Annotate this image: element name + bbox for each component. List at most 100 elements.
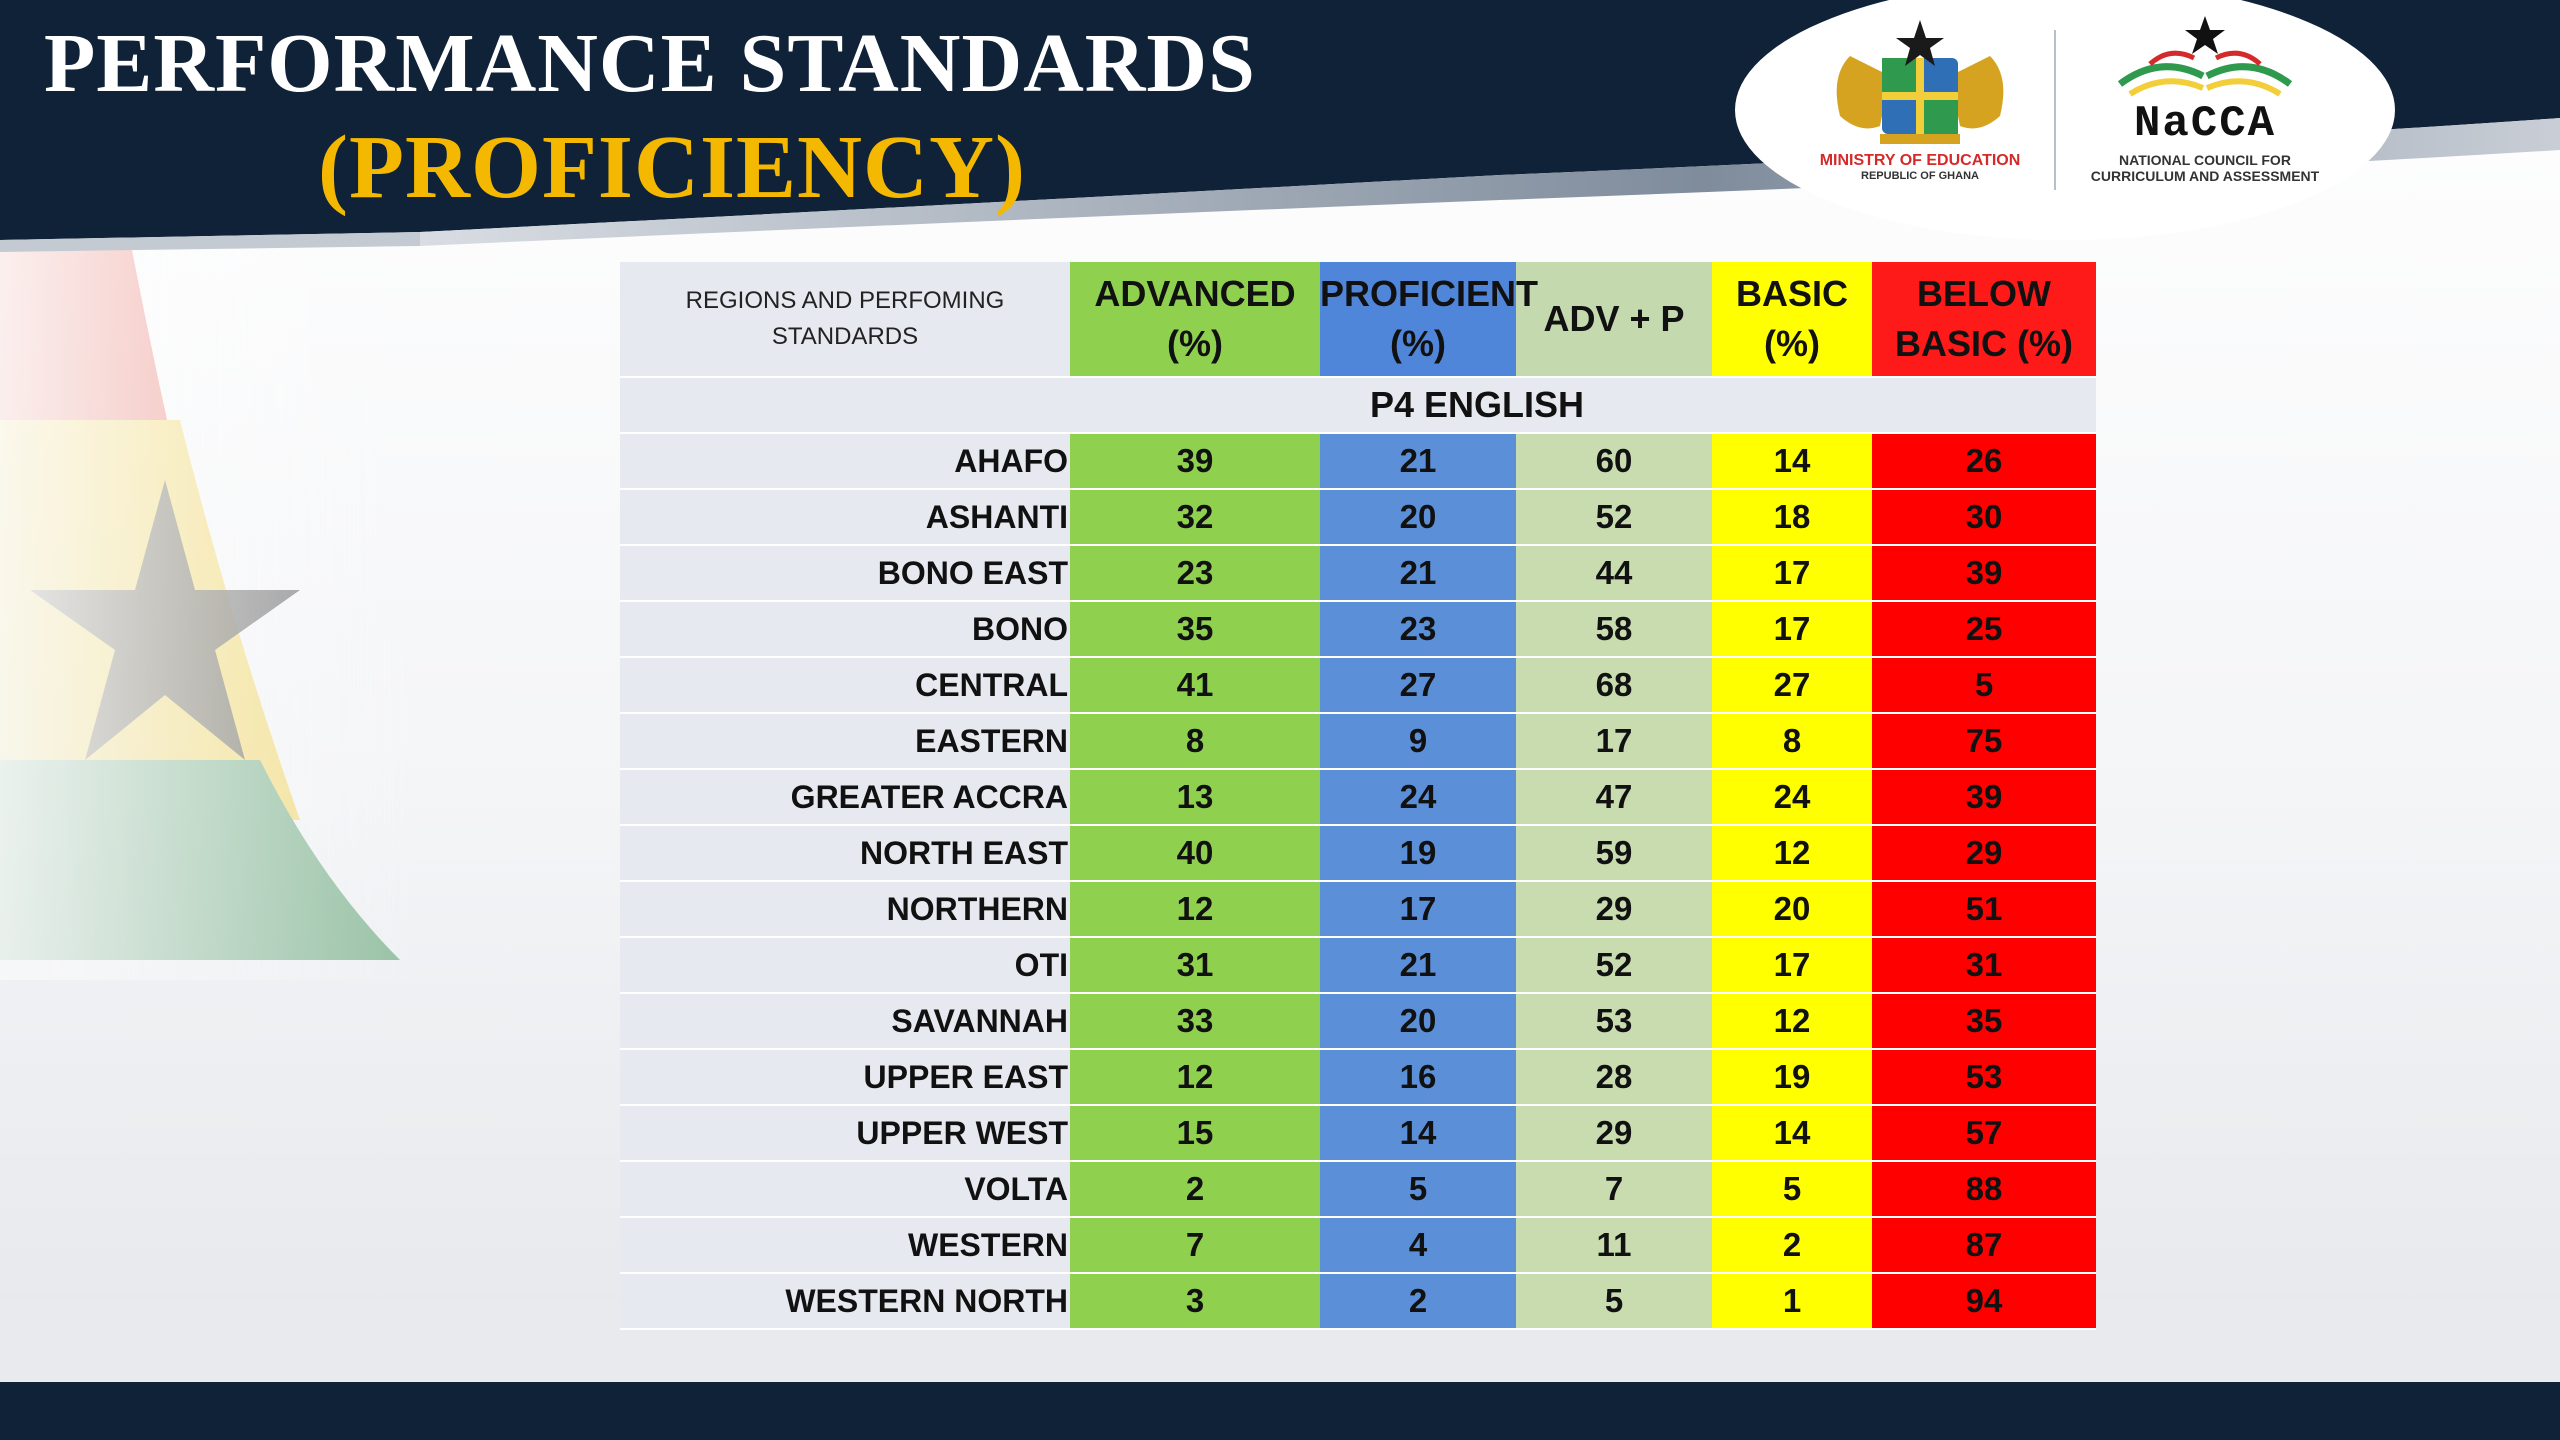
cell-advanced: 32 [1070, 489, 1320, 546]
cell-region: SAVANNAH [620, 993, 1070, 1050]
cell-below-basic: 30 [1872, 489, 2096, 546]
cell-advanced: 33 [1070, 993, 1320, 1050]
cell-region: UPPER EAST [620, 1049, 1070, 1106]
cell-adv-p: 60 [1516, 433, 1712, 490]
cell-adv-p: 52 [1516, 489, 1712, 546]
nacca-wordmark: NaCCA [2133, 99, 2277, 149]
header-basic: BASIC (%) [1712, 262, 1872, 378]
cell-proficient: 14 [1320, 1105, 1516, 1162]
subject-subheader-row: P4 ENGLISH [620, 377, 2096, 434]
cell-advanced: 40 [1070, 825, 1320, 882]
cell-advanced: 12 [1070, 881, 1320, 938]
cell-advanced: 31 [1070, 937, 1320, 994]
table-row: NORTHERN 12 17 29 20 51 [620, 881, 2096, 938]
header-proficient: PROFICIENT (%) [1320, 262, 1538, 378]
cell-region: ASHANTI [620, 489, 1070, 546]
cell-below-basic: 35 [1872, 993, 2096, 1050]
cell-region: NORTH EAST [620, 825, 1070, 882]
cell-adv-p: 52 [1516, 937, 1712, 994]
header-below-basic: BELOW BASIC (%) [1872, 262, 2096, 378]
ghana-coat-of-arms-icon [1836, 20, 2004, 144]
cell-advanced: 39 [1070, 433, 1320, 490]
cell-proficient: 19 [1320, 825, 1516, 882]
cell-adv-p: 58 [1516, 601, 1712, 658]
cell-advanced: 15 [1070, 1105, 1320, 1162]
table-header-row: REGIONS AND PERFOMING STANDARDS ADVANCED… [620, 262, 2096, 378]
cell-region: UPPER WEST [620, 1105, 1070, 1162]
table-row: WESTERN NORTH 3 2 5 1 94 [620, 1273, 2096, 1330]
page-title: PERFORMANCE STANDARDS [44, 17, 1256, 110]
nacca-caption: NATIONAL COUNCIL FOR CURRICULUM AND ASSE… [2090, 152, 2320, 184]
table-row: SAVANNAH 33 20 53 12 35 [620, 993, 2096, 1050]
cell-adv-p: 17 [1516, 713, 1712, 770]
cell-adv-p: 5 [1516, 1273, 1712, 1330]
table-row: WESTERN 7 4 11 2 87 [620, 1217, 2096, 1274]
cell-below-basic: 25 [1872, 601, 2096, 658]
cell-basic: 1 [1712, 1273, 1872, 1330]
footer-bar [0, 1382, 2560, 1440]
header-advanced: ADVANCED (%) [1070, 262, 1320, 378]
cell-adv-p: 11 [1516, 1217, 1712, 1274]
cell-region: BONO EAST [620, 545, 1070, 602]
cell-below-basic: 88 [1872, 1161, 2096, 1218]
header-region: REGIONS AND PERFOMING STANDARDS [620, 262, 1070, 378]
cell-below-basic: 39 [1872, 769, 2096, 826]
cell-below-basic: 5 [1872, 657, 2096, 714]
table-row: ASHANTI 32 20 52 18 30 [620, 489, 2096, 546]
cell-proficient: 4 [1320, 1217, 1516, 1274]
cell-below-basic: 26 [1872, 433, 2096, 490]
cell-below-basic: 39 [1872, 545, 2096, 602]
cell-basic: 14 [1712, 433, 1872, 490]
table-row: NORTH EAST 40 19 59 12 29 [620, 825, 2096, 882]
cell-adv-p: 47 [1516, 769, 1712, 826]
cell-adv-p: 7 [1516, 1161, 1712, 1218]
moe-caption: MINISTRY OF EDUCATION [1819, 152, 2021, 169]
cell-adv-p: 29 [1516, 1105, 1712, 1162]
cell-proficient: 27 [1320, 657, 1516, 714]
table-row: OTI 31 21 52 17 31 [620, 937, 2096, 994]
cell-below-basic: 51 [1872, 881, 2096, 938]
cell-below-basic: 29 [1872, 825, 2096, 882]
table-row: BONO EAST 23 21 44 17 39 [620, 545, 2096, 602]
cell-adv-p: 68 [1516, 657, 1712, 714]
cell-proficient: 20 [1320, 993, 1516, 1050]
ghana-flag-watermark [0, 240, 420, 980]
logo-divider [2054, 30, 2056, 190]
cell-basic: 17 [1712, 601, 1872, 658]
cell-region: EASTERN [620, 713, 1070, 770]
cell-below-basic: 94 [1872, 1273, 2096, 1330]
cell-proficient: 20 [1320, 489, 1516, 546]
cell-advanced: 41 [1070, 657, 1320, 714]
table-row: BONO 35 23 58 17 25 [620, 601, 2096, 658]
table-row: VOLTA 2 5 7 5 88 [620, 1161, 2096, 1218]
cell-proficient: 21 [1320, 937, 1516, 994]
page-subtitle: (PROFICIENCY) [318, 118, 1026, 217]
nacca-open-book-star-icon [2117, 16, 2293, 97]
moe-subcaption: REPUBLIC OF GHANA [1861, 170, 1979, 182]
cell-region: BONO [620, 601, 1070, 658]
cell-basic: 17 [1712, 545, 1872, 602]
cell-basic: 24 [1712, 769, 1872, 826]
cell-basic: 12 [1712, 993, 1872, 1050]
cell-below-basic: 57 [1872, 1105, 2096, 1162]
cell-proficient: 21 [1320, 433, 1516, 490]
cell-advanced: 7 [1070, 1217, 1320, 1274]
cell-region: AHAFO [620, 433, 1070, 490]
cell-adv-p: 44 [1516, 545, 1712, 602]
cell-advanced: 8 [1070, 713, 1320, 770]
table-row: GREATER ACCRA 13 24 47 24 39 [620, 769, 2096, 826]
cell-region: VOLTA [620, 1161, 1070, 1218]
cell-basic: 2 [1712, 1217, 1872, 1274]
cell-basic: 19 [1712, 1049, 1872, 1106]
cell-adv-p: 59 [1516, 825, 1712, 882]
cell-proficient: 21 [1320, 545, 1516, 602]
table-row: CENTRAL 41 27 68 27 5 [620, 657, 2096, 714]
cell-adv-p: 28 [1516, 1049, 1712, 1106]
cell-advanced: 2 [1070, 1161, 1320, 1218]
table-row: UPPER EAST 12 16 28 19 53 [620, 1049, 2096, 1106]
subject-subheader: P4 ENGLISH [1070, 377, 2096, 434]
cell-advanced: 3 [1070, 1273, 1320, 1330]
performance-table: REGIONS AND PERFOMING STANDARDS ADVANCED… [620, 262, 2096, 1330]
table-row: AHAFO 39 21 60 14 26 [620, 433, 2096, 490]
